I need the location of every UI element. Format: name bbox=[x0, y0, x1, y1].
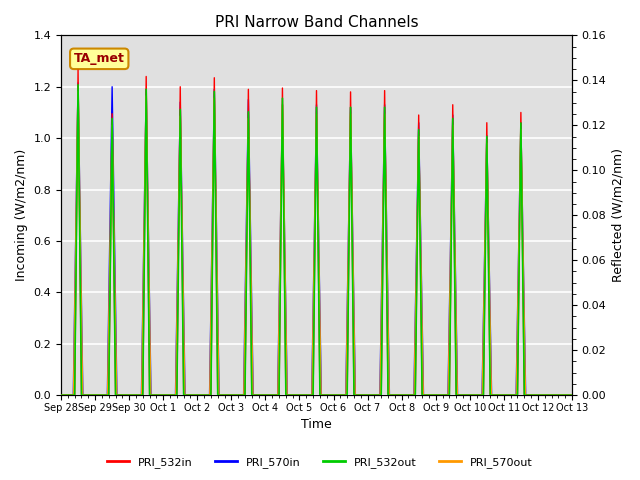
Text: TA_met: TA_met bbox=[74, 52, 125, 65]
Title: PRI Narrow Band Channels: PRI Narrow Band Channels bbox=[214, 15, 419, 30]
Y-axis label: Reflected (W/m2/nm): Reflected (W/m2/nm) bbox=[612, 148, 625, 282]
X-axis label: Time: Time bbox=[301, 419, 332, 432]
Legend: PRI_532in, PRI_570in, PRI_532out, PRI_570out: PRI_532in, PRI_570in, PRI_532out, PRI_57… bbox=[102, 452, 538, 472]
Y-axis label: Incoming (W/m2/nm): Incoming (W/m2/nm) bbox=[15, 149, 28, 281]
